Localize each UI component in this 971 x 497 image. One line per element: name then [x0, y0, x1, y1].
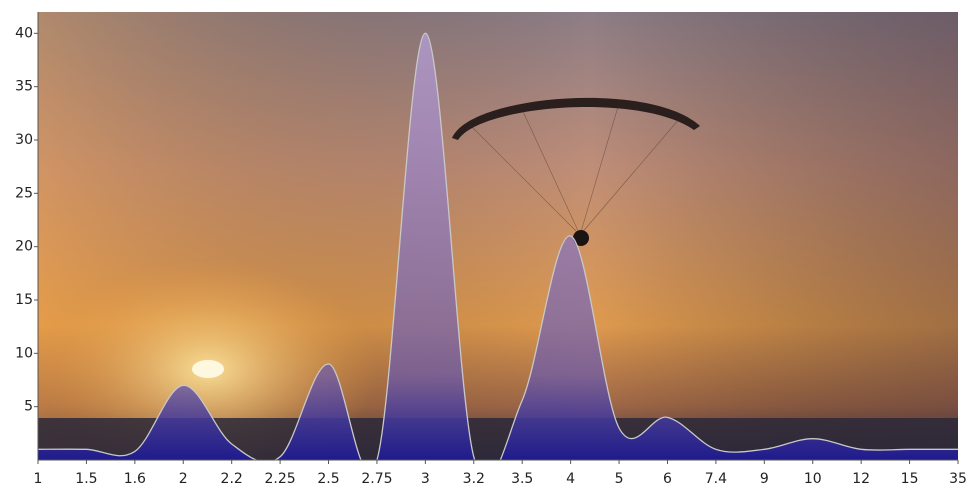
x-tick-label: 15: [901, 471, 919, 487]
x-tick-label: 6: [663, 471, 672, 487]
y-tick-label: 35: [15, 79, 33, 95]
y-tick-label: 20: [15, 239, 33, 255]
x-tick-label: 5: [615, 471, 624, 487]
area-line: [38, 32, 958, 460]
x-tick-label: 2: [179, 471, 188, 487]
x-tick-label: 1: [34, 471, 43, 487]
y-tick-label: 10: [15, 345, 33, 361]
x-tick-label: 2.5: [317, 471, 339, 487]
background-photo: [38, 12, 958, 460]
x-tick-label: 3.5: [511, 471, 533, 487]
x-tick-label: 35: [949, 471, 967, 487]
y-tick-label: 30: [15, 132, 33, 148]
y-tick-label: 40: [15, 25, 33, 41]
y-tick-label: 15: [15, 292, 33, 308]
x-tick-label: 2.25: [265, 471, 296, 487]
x-tick-label: 10: [804, 471, 822, 487]
y-tick-label: 5: [24, 399, 33, 415]
x-tick-label: 1.6: [124, 471, 146, 487]
x-tick-label: 12: [852, 471, 870, 487]
x-tick-label: 3: [421, 471, 430, 487]
x-tick-label: 2.2: [221, 471, 243, 487]
x-tick-label: 7.4: [705, 471, 727, 487]
x-tick-label: 4: [566, 471, 575, 487]
y-tick-label: 25: [15, 185, 33, 201]
x-tick-label: 1.5: [75, 471, 97, 487]
x-tick-label: 3.2: [463, 471, 485, 487]
x-tick-label: 2.75: [361, 471, 392, 487]
x-tick-label: 9: [760, 471, 769, 487]
